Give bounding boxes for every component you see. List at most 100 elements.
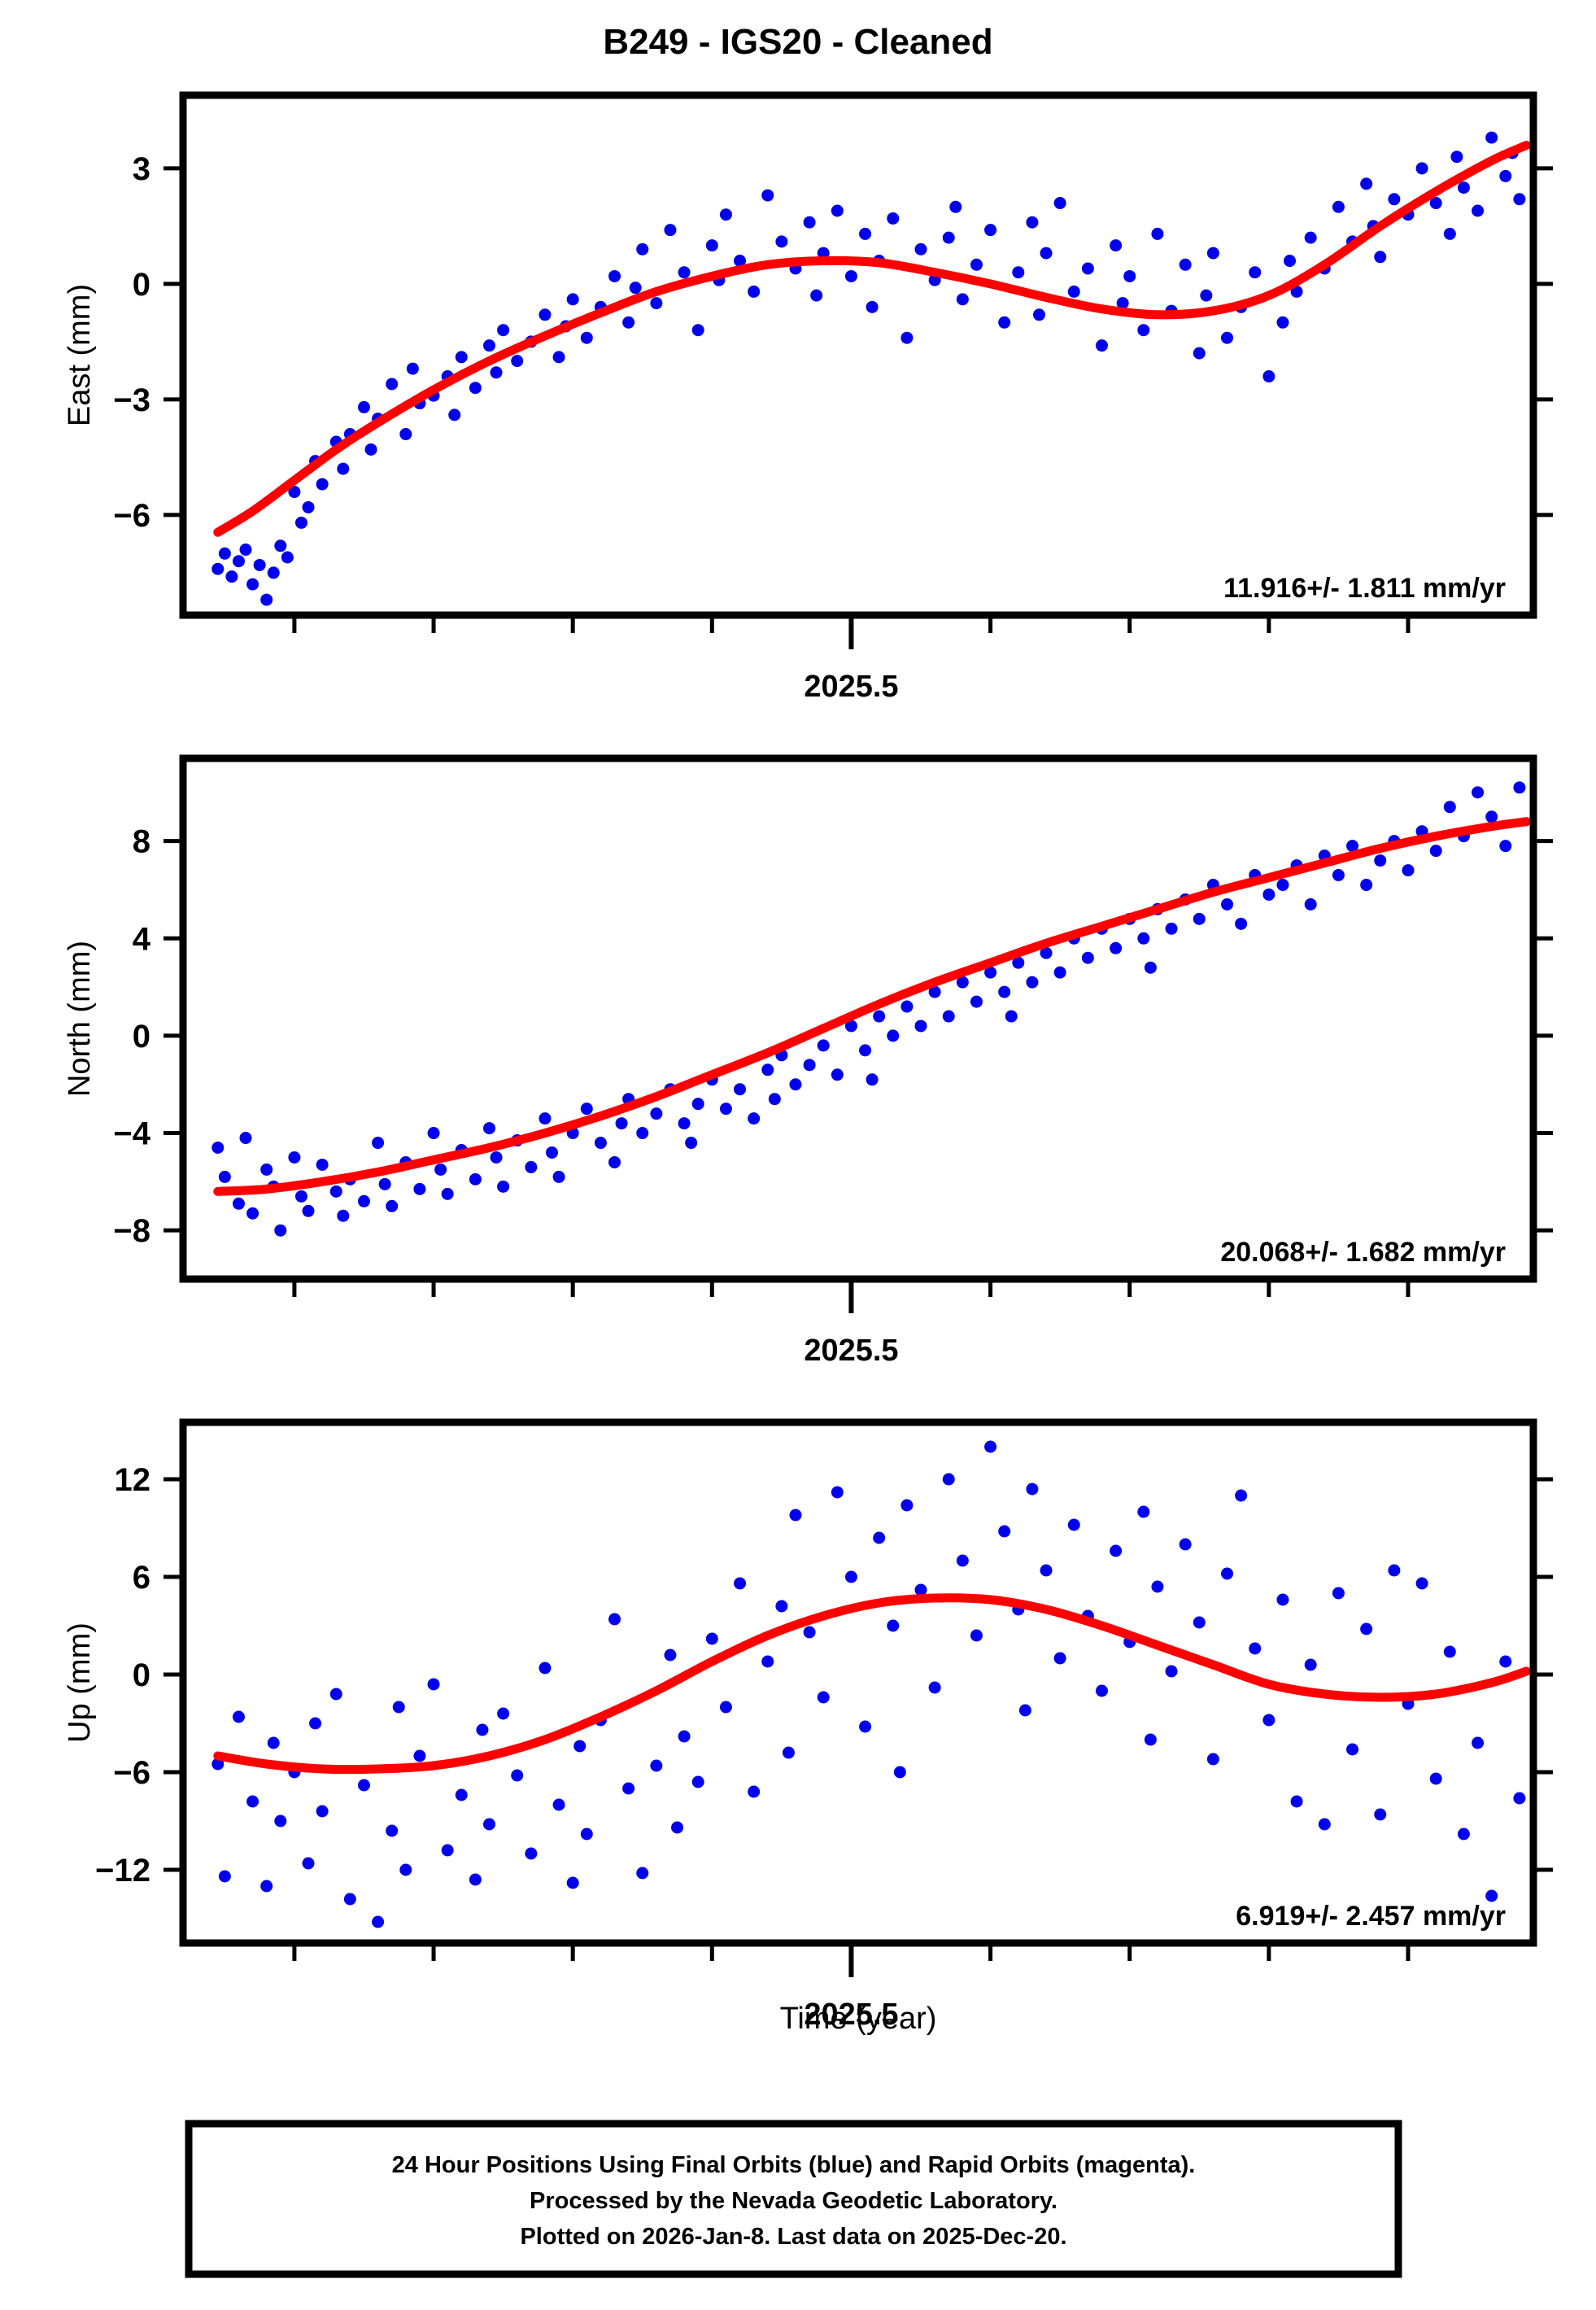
- data-point: [900, 1499, 914, 1512]
- caption-line3: Plotted on 2026-Jan-8. Last data on 2025…: [520, 2224, 1066, 2250]
- data-point: [1193, 347, 1206, 360]
- plot-area-north: [211, 781, 1531, 1237]
- data-point: [274, 1224, 287, 1237]
- data-point: [309, 1717, 322, 1730]
- data-point: [211, 1142, 225, 1154]
- data-point: [552, 1798, 565, 1811]
- data-point: [608, 1155, 621, 1168]
- data-point: [1388, 1564, 1401, 1577]
- data-point: [1346, 840, 1359, 853]
- data-point: [1144, 1733, 1157, 1746]
- data-point: [914, 1583, 927, 1596]
- data-point: [1005, 1010, 1018, 1023]
- data-point: [497, 324, 510, 337]
- data-point: [1040, 946, 1053, 959]
- data-point: [343, 1893, 356, 1906]
- axes-frame-up: [179, 1418, 1537, 1947]
- data-point: [211, 1758, 225, 1771]
- data-point: [650, 1107, 663, 1120]
- data-point: [998, 985, 1011, 998]
- data-point: [357, 1779, 370, 1792]
- data-point: [844, 269, 857, 282]
- data-point: [1346, 1743, 1359, 1756]
- caption-border: [185, 2120, 1402, 2278]
- data-point: [817, 1039, 830, 1052]
- data-point: [789, 1509, 802, 1522]
- data-point: [956, 1554, 969, 1567]
- y-tick-label-east: −3: [113, 382, 150, 418]
- data-point: [288, 486, 301, 499]
- y-tick-label-up: 0: [133, 1657, 150, 1693]
- data-point: [1472, 786, 1485, 799]
- data-point: [1262, 370, 1275, 383]
- data-point: [1513, 1792, 1526, 1805]
- panel-up: 12 6 0 −6 −12 2025.5 Up (mm) 6.919+/- 2.457 mm/…: [63, 1418, 1553, 2032]
- data-point: [817, 1691, 830, 1704]
- data-point: [685, 1137, 698, 1150]
- data-point: [511, 355, 524, 368]
- data-point: [803, 1059, 816, 1072]
- data-point: [859, 1720, 872, 1733]
- data-point: [469, 382, 482, 395]
- data-point: [866, 300, 879, 313]
- data-point: [1360, 879, 1373, 892]
- data-point: [302, 1857, 315, 1870]
- data-point: [1067, 285, 1080, 298]
- data-point: [1040, 247, 1053, 260]
- data-point: [260, 593, 273, 606]
- data-point: [253, 558, 266, 571]
- data-point: [552, 1170, 565, 1183]
- y-tick-label-north: 8: [133, 824, 150, 860]
- data-point: [246, 1795, 259, 1808]
- data-point: [782, 1746, 795, 1759]
- data-point: [434, 1163, 447, 1176]
- data-point: [1137, 324, 1150, 337]
- figure-title: B249 - IGS20 - Cleaned: [603, 22, 992, 62]
- data-point: [1332, 1587, 1345, 1600]
- data-point: [789, 1078, 802, 1091]
- data-point: [893, 1766, 906, 1779]
- data-point: [1415, 162, 1428, 175]
- y-tick-label-east: 3: [133, 151, 150, 187]
- data-point: [1206, 247, 1219, 260]
- y-tick-label-up: 12: [115, 1462, 151, 1498]
- x-tick-label-up: 2025.5: [804, 1998, 898, 2032]
- data-point: [1415, 1577, 1428, 1590]
- data-point: [664, 224, 677, 237]
- data-point: [399, 428, 412, 441]
- data-point: [427, 1678, 440, 1691]
- data-point: [914, 242, 927, 255]
- data-point: [928, 985, 941, 998]
- data-point: [671, 1821, 684, 1834]
- data-point: [1179, 1538, 1192, 1551]
- data-point: [844, 1570, 857, 1583]
- data-point: [1472, 1736, 1485, 1749]
- data-point: [1262, 1714, 1275, 1727]
- data-point: [476, 1723, 489, 1736]
- data-point: [302, 1204, 315, 1217]
- data-point: [608, 1613, 621, 1626]
- data-point: [232, 1710, 245, 1723]
- data-point: [566, 293, 579, 306]
- data-point: [218, 547, 231, 560]
- data-point: [1144, 961, 1157, 974]
- data-point: [1443, 1645, 1456, 1658]
- data-point: [482, 339, 495, 352]
- data-point: [761, 1655, 774, 1668]
- data-point: [1012, 266, 1025, 279]
- data-point: [1123, 269, 1136, 282]
- data-point: [1262, 888, 1275, 901]
- data-point: [211, 562, 225, 575]
- data-point: [413, 1749, 426, 1762]
- data-point: [218, 1170, 231, 1183]
- rate-annotation-north: 20.068+/- 1.682 mm/yr: [1220, 1237, 1506, 1268]
- data-point: [1221, 1567, 1234, 1580]
- data-point: [399, 1863, 412, 1876]
- y-axis-label-east: East (mm): [63, 284, 97, 426]
- data-point: [378, 1177, 391, 1190]
- data-point: [1284, 255, 1297, 268]
- data-point: [1026, 976, 1039, 989]
- data-point: [859, 227, 872, 240]
- data-point: [664, 1648, 677, 1662]
